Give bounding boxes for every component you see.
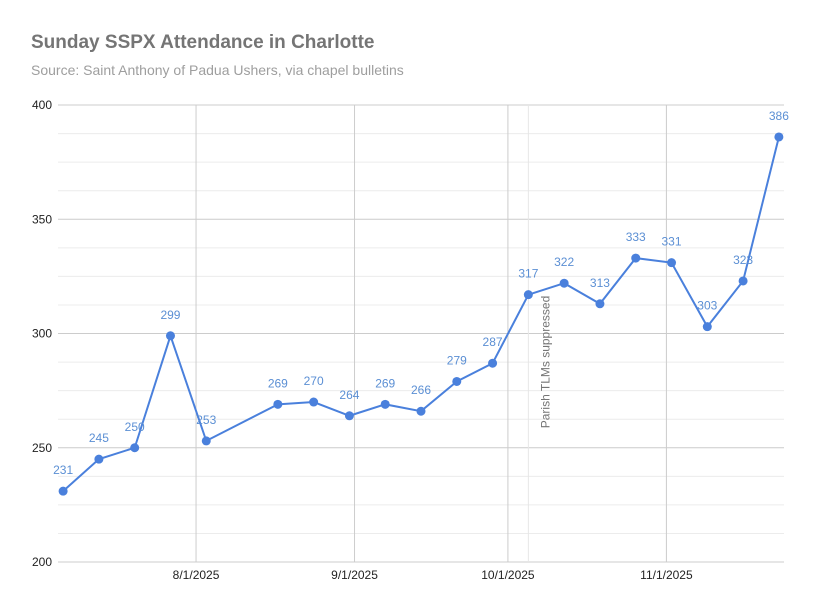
data-label: 253 bbox=[196, 413, 216, 427]
data-point bbox=[416, 406, 426, 416]
data-label: 331 bbox=[662, 235, 682, 249]
data-point bbox=[523, 290, 533, 300]
y-tick-label: 400 bbox=[32, 98, 52, 112]
y-tick-label: 300 bbox=[32, 327, 52, 341]
data-label: 245 bbox=[89, 431, 109, 445]
data-point bbox=[58, 486, 68, 496]
data-label: 386 bbox=[769, 109, 789, 123]
data-point bbox=[702, 322, 712, 332]
data-point bbox=[380, 399, 390, 409]
data-label: 231 bbox=[53, 463, 73, 477]
x-tick-label: 11/1/2025 bbox=[640, 568, 693, 582]
data-label: 287 bbox=[483, 335, 503, 349]
data-label: 317 bbox=[518, 267, 538, 281]
x-tick-label: 10/1/2025 bbox=[481, 568, 535, 582]
data-label: 270 bbox=[304, 374, 324, 388]
x-tick-label: 8/1/2025 bbox=[173, 568, 220, 582]
data-label: 266 bbox=[411, 383, 431, 397]
data-point bbox=[667, 258, 677, 268]
data-point bbox=[130, 443, 140, 453]
data-point bbox=[738, 276, 748, 286]
y-tick-label: 200 bbox=[32, 555, 52, 569]
data-label: 250 bbox=[125, 420, 145, 434]
data-label: 333 bbox=[626, 230, 646, 244]
y-tick-label: 350 bbox=[32, 212, 52, 226]
data-label: 269 bbox=[375, 376, 395, 390]
data-point bbox=[273, 399, 283, 409]
data-point bbox=[488, 358, 498, 368]
chart-title: Sunday SSPX Attendance in Charlotte bbox=[31, 32, 375, 53]
data-label: 303 bbox=[697, 299, 717, 313]
data-point bbox=[165, 331, 175, 341]
data-point bbox=[201, 436, 211, 446]
x-tick-label: 9/1/2025 bbox=[331, 568, 378, 582]
chart-subtitle: Source: Saint Anthony of Padua Ushers, v… bbox=[31, 62, 404, 78]
data-point bbox=[631, 253, 641, 263]
data-point bbox=[559, 278, 569, 288]
data-point bbox=[452, 376, 462, 386]
data-point bbox=[344, 411, 354, 421]
data-point bbox=[94, 454, 104, 464]
series-line bbox=[62, 136, 780, 492]
data-point bbox=[774, 132, 784, 142]
data-label: 323 bbox=[733, 253, 753, 267]
data-label: 322 bbox=[554, 255, 574, 269]
data-point bbox=[309, 397, 319, 407]
data-label: 264 bbox=[339, 388, 359, 402]
y-tick-label: 250 bbox=[32, 441, 52, 455]
annotation-label: Parish TLMs suppressed bbox=[538, 296, 552, 429]
data-label: 299 bbox=[160, 308, 180, 322]
data-label: 279 bbox=[447, 353, 467, 367]
data-label: 313 bbox=[590, 276, 610, 290]
data-point bbox=[595, 299, 605, 309]
data-label: 269 bbox=[268, 376, 288, 390]
